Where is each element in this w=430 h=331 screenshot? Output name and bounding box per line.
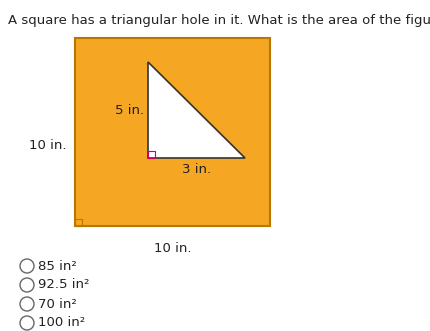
Text: 10 in.: 10 in. xyxy=(29,139,67,152)
Text: 3 in.: 3 in. xyxy=(181,163,211,176)
Text: 5 in.: 5 in. xyxy=(115,104,144,117)
Text: 92.5 in²: 92.5 in² xyxy=(38,278,89,292)
Text: A square has a triangular hole in it. What is the area of the figure?: A square has a triangular hole in it. Wh… xyxy=(8,14,430,27)
Bar xyxy=(75,219,82,226)
Text: 85 in²: 85 in² xyxy=(38,260,77,272)
Text: 70 in²: 70 in² xyxy=(38,298,77,310)
Text: 10 in.: 10 in. xyxy=(154,242,191,255)
Polygon shape xyxy=(147,62,244,158)
Text: 100 in²: 100 in² xyxy=(38,316,85,329)
Bar xyxy=(75,38,269,226)
Bar xyxy=(147,151,155,158)
